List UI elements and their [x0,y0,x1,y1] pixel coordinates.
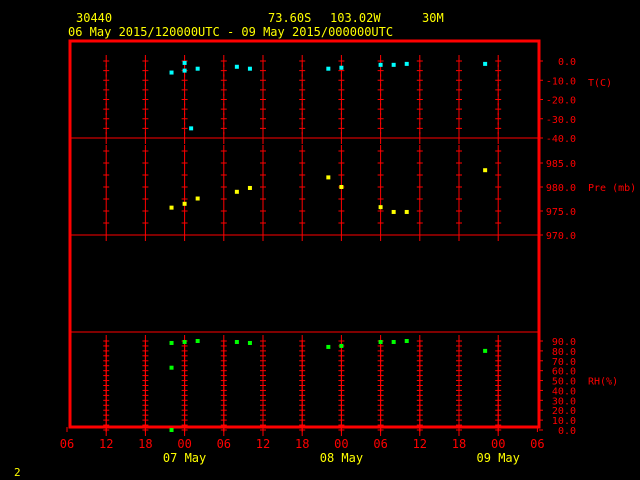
y-tick-label-rh: 0.0 [558,426,576,437]
data-point-temp [182,60,187,65]
x-tick-label: 00 [334,437,348,451]
y-tick-label-rh: 20.0 [552,406,576,417]
time-range: 06 May 2015/120000UTC - 09 May 2015/0000… [68,25,394,39]
y-tick-label-pres: 970.0 [546,231,576,242]
axis-label-rh: RH(%) [588,377,618,388]
data-point-temp [169,70,174,75]
data-point-temp [189,126,194,131]
x-tick-label: 12 [256,437,270,451]
data-point-rh [234,339,239,344]
data-point-rh [169,365,174,370]
station-elevation: 30M [422,11,444,25]
y-tick-label-rh: 90.0 [552,337,576,348]
x-tick-label: 18 [452,437,466,451]
data-point-rh [483,348,488,353]
data-point-rh [182,339,187,344]
data-point-temp [404,61,409,66]
data-point-pres [234,189,239,194]
x-tick-label: 12 [99,437,113,451]
axis-label-pres: Pre (mb) [588,183,636,194]
data-point-rh [339,343,344,348]
data-point-temp [247,66,252,71]
x-tick-label: 06 [60,437,74,451]
data-point-rh [326,344,331,349]
data-point-pres [247,185,252,190]
y-tick-label-pres: 975.0 [546,207,576,218]
data-point-temp [195,66,200,71]
data-point-pres [391,209,396,214]
data-point-pres [182,201,187,206]
plot-frame [68,39,541,429]
station-id: 30440 [76,11,113,25]
data-point-pres [339,185,344,189]
data-point-temp [391,62,396,67]
y-tick-label-rh: 80.0 [552,347,576,358]
data-point-rh [169,340,174,345]
y-tick-label-rh: 10.0 [552,416,576,427]
x-tick-label: 06 [530,437,544,451]
y-tick-label-temp: -20.0 [546,96,576,107]
x-date-label: 07 May [163,451,206,465]
data-point-rh [195,339,200,343]
y-tick-label-temp: 0.0 [558,57,576,68]
x-tick-label: 12 [413,437,427,451]
x-date-label: 08 May [320,451,363,465]
data-point-rh [247,340,252,345]
data-point-temp [378,62,383,67]
station-longitude: 103.02W [330,11,381,25]
data-point-rh [391,339,396,344]
y-tick-label-temp: -40.0 [546,134,576,145]
x-tick-label: 06 [373,437,387,451]
data-point-temp [326,66,331,71]
y-tick-label-rh: 40.0 [552,386,576,397]
y-tick-label-rh: 60.0 [552,367,576,378]
station-latitude: 73.60S [268,11,312,25]
data-point-pres [195,196,200,201]
data-point-pres [378,205,383,210]
data-point-pres [326,175,331,180]
data-point-pres [404,209,409,214]
data-point-temp [234,64,239,69]
data-point-pres [483,168,488,173]
data-point-temp [182,68,187,73]
data-point-rh [378,339,383,344]
y-tick-label-pres: 985.0 [546,159,576,170]
data-point-pres [169,205,174,210]
data-point-rh [169,428,174,432]
y-tick-label-rh: 30.0 [552,396,576,407]
y-tick-label-temp: -10.0 [546,76,576,87]
y-tick-label-rh: 50.0 [552,377,576,388]
x-tick-label: 00 [177,437,191,451]
y-tick-label-rh: 70.0 [552,357,576,368]
x-tick-label: 18 [138,437,152,451]
y-tick-label-pres: 980.0 [546,183,576,194]
data-point-rh [404,339,409,343]
x-tick-label: 06 [217,437,231,451]
y-tick-label-temp: -30.0 [546,115,576,126]
x-tick-label: 18 [295,437,309,451]
page-number: 2 [14,466,21,479]
x-date-label: 09 May [477,451,520,465]
axis-label-temp: T(C) [588,78,612,89]
data-point-temp [339,65,344,70]
x-tick-label: 00 [491,437,505,451]
data-point-temp [483,61,488,66]
